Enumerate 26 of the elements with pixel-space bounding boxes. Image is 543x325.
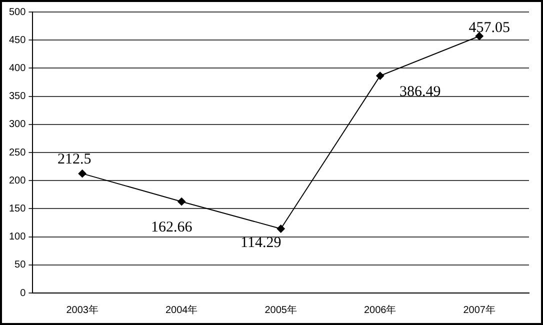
data-label: 212.5 (57, 152, 92, 168)
x-tick-label: 2007年 (463, 304, 496, 316)
y-tick-label: 500 (8, 6, 26, 18)
y-tick-label: 100 (8, 232, 26, 243)
y-tick-label: 200 (8, 175, 26, 186)
data-label: 114.29 (240, 234, 282, 251)
x-tick-label: 2004年 (165, 304, 198, 316)
point (475, 32, 484, 40)
data-label: 457.05 (468, 20, 510, 36)
x-tick-label: 2003年 (66, 304, 98, 316)
y-tick-label: 0 (20, 288, 26, 299)
point (78, 170, 86, 178)
y-tick-label: 350 (8, 91, 26, 102)
point (276, 224, 285, 233)
y-tick-label: 50 (14, 260, 26, 271)
y-tick-label: 250 (8, 147, 26, 158)
y-tick-label: 400 (8, 62, 26, 74)
y-tick-label: 450 (8, 34, 26, 46)
data-label: 162.66 (150, 220, 193, 236)
point (178, 198, 186, 206)
y-tick-label: 300 (8, 119, 26, 130)
data-label: 386.49 (399, 84, 441, 100)
y-tick-label: 150 (8, 203, 26, 214)
x-tick-label: 2005年 (264, 304, 297, 316)
x-tick-label: 2006年 (364, 304, 396, 316)
point (376, 72, 384, 80)
